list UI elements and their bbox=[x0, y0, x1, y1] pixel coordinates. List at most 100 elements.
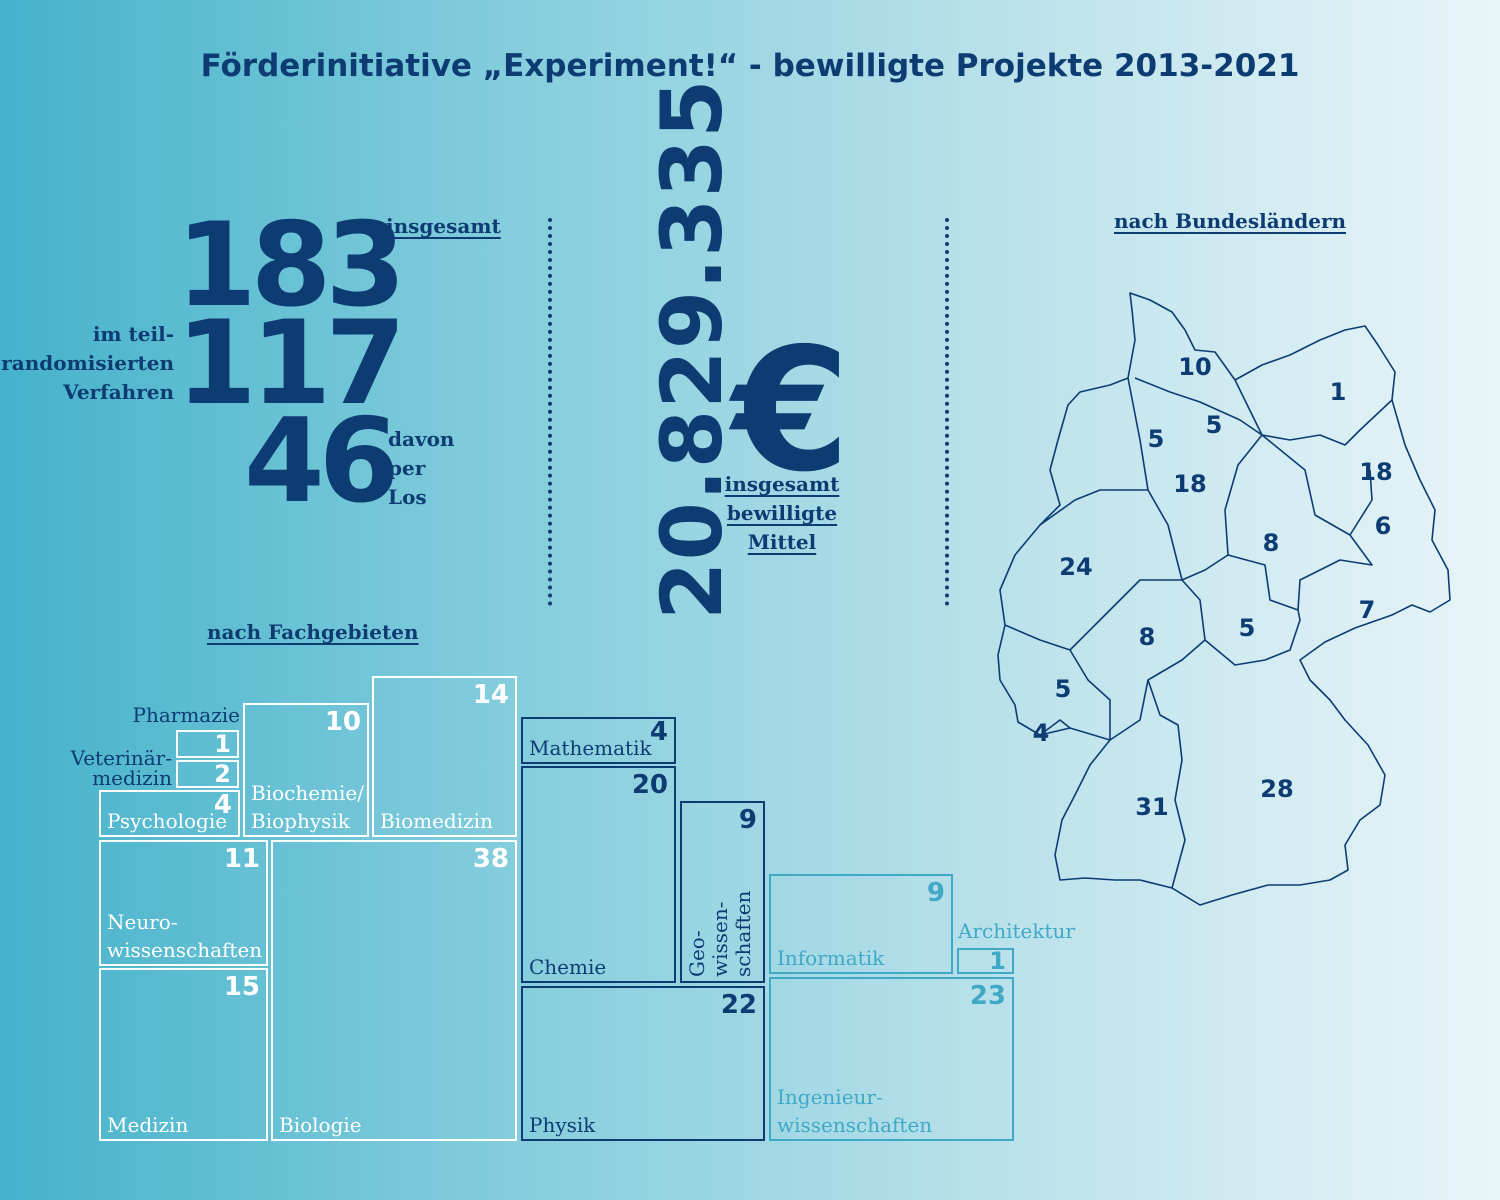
pharmazie-label: Pharmazie bbox=[132, 703, 240, 727]
state-value-saarland: 4 bbox=[1033, 719, 1050, 747]
map-labels: 10 1 5 5 18 18 6 8 24 7 8 5 5 4 31 28 bbox=[1033, 353, 1393, 821]
cell-label: Neuro- wissenschaften bbox=[107, 908, 262, 964]
state-border bbox=[1147, 679, 1186, 889]
treemap-cell-ingenieur: 23 Ingenieur- wissenschaften bbox=[769, 977, 1014, 1141]
cell-label-line: Ingenieur- bbox=[777, 1085, 883, 1109]
cell-label-line: schaften bbox=[731, 890, 755, 977]
state-value-brandenburg: 6 bbox=[1375, 512, 1392, 540]
cell-label: Chemie bbox=[529, 955, 607, 979]
euro-symbol: € bbox=[732, 312, 851, 510]
treemap-cell-geo: 9 Geo- wissen- schaften bbox=[680, 801, 765, 983]
cell-value: 20 bbox=[631, 770, 668, 800]
total-label: insgesamt bbox=[386, 214, 501, 238]
cell-label: Ingenieur- wissenschaften bbox=[777, 1083, 932, 1139]
treemap-cell-veterinaermedizin: 2 bbox=[176, 760, 239, 788]
treemap-cell-mathematik: 4 Mathematik bbox=[521, 717, 676, 764]
cell-label-line: Biophysik bbox=[251, 809, 350, 833]
cell-label-line: Biochemie/ bbox=[251, 781, 364, 805]
state-value-niedersachsen: 18 bbox=[1173, 470, 1206, 498]
state-value-bayern: 28 bbox=[1260, 775, 1293, 803]
lottery-number: 46 bbox=[244, 394, 399, 529]
map-title: nach Bundesländern bbox=[1114, 209, 1347, 233]
lottery-label-line: Los bbox=[388, 485, 427, 509]
cell-label-line: wissen- bbox=[708, 901, 732, 977]
state-border bbox=[1109, 639, 1206, 741]
funds-label-line: Mittel bbox=[747, 530, 817, 554]
state-border bbox=[1224, 434, 1373, 611]
treemap-cell-architektur: 1 bbox=[957, 947, 1014, 975]
treemap-cell-neuro: 11 Neuro- wissenschaften bbox=[99, 840, 268, 966]
treemap-cell-biologie: 38 Biologie bbox=[271, 840, 517, 1141]
cell-value: 15 bbox=[223, 972, 260, 1002]
cell-label-line: Veterinär- bbox=[70, 746, 172, 770]
state-value-baden-wuerttemberg: 31 bbox=[1135, 793, 1168, 821]
divider-left bbox=[548, 218, 552, 606]
treemap-cell-informatik: 9 Informatik bbox=[769, 874, 953, 974]
lottery-label-line: davon bbox=[388, 427, 455, 451]
cell-value: 14 bbox=[472, 680, 509, 710]
partial-number: 117 bbox=[176, 296, 406, 431]
cell-label: Biomedizin bbox=[380, 809, 493, 833]
cell-label-line: Geo- bbox=[685, 930, 709, 977]
germany-outline bbox=[997, 292, 1451, 906]
cell-label: Informatik bbox=[777, 946, 885, 970]
treemap-cell-biochemie: 10 Biochemie/ Biophysik bbox=[243, 703, 369, 837]
state-value-hamburg: 5 bbox=[1206, 411, 1223, 439]
cell-value: 1 bbox=[214, 730, 231, 758]
state-value-nordrhein-westfalen: 24 bbox=[1059, 553, 1092, 581]
state-value-thueringen: 5 bbox=[1239, 614, 1256, 642]
cell-value: 11 bbox=[223, 844, 260, 874]
cell-value: 1 bbox=[989, 947, 1006, 975]
page-title: Förderinitiative „Experiment!“ - bewilli… bbox=[200, 48, 1300, 84]
cell-label: Biologie bbox=[279, 1113, 362, 1137]
cell-label: Mathematik bbox=[529, 736, 652, 760]
treemap-cell-pharmazie: 1 bbox=[176, 730, 239, 758]
state-value-schleswig-holstein: 10 bbox=[1178, 353, 1211, 381]
partial-label: im teil- randomisierten Verfahren bbox=[0, 320, 174, 407]
treemap-cell-medizin: 15 Medizin bbox=[99, 968, 268, 1141]
architektur-label: Architektur bbox=[958, 919, 1075, 943]
state-border bbox=[1349, 469, 1373, 536]
total-number: 183 bbox=[176, 198, 406, 333]
state-border bbox=[1039, 489, 1148, 526]
divider-right bbox=[945, 218, 949, 606]
treemap-title: nach Fachgebieten bbox=[207, 620, 419, 644]
lottery-label-line: per bbox=[388, 456, 426, 480]
state-value-sachsen-anhalt: 8 bbox=[1263, 529, 1280, 557]
cell-label-line: medizin bbox=[92, 766, 172, 790]
treemap-cell-biomedizin: 14 Biomedizin bbox=[372, 676, 517, 837]
cell-value: 10 bbox=[324, 707, 361, 737]
cell-label: Medizin bbox=[107, 1113, 189, 1137]
cell-value: 38 bbox=[472, 844, 509, 874]
cell-value: 4 bbox=[213, 790, 232, 820]
treemap-cell-chemie: 20 Chemie bbox=[521, 766, 676, 983]
state-border bbox=[1181, 554, 1229, 581]
cell-value: 2 bbox=[214, 760, 231, 788]
cell-label: Physik bbox=[529, 1113, 596, 1137]
veterinaermedizin-label: Veterinär- medizin bbox=[20, 748, 172, 788]
germany-map: 10 1 5 5 18 18 6 8 24 7 8 5 5 4 31 28 bbox=[997, 292, 1451, 906]
treemap-cell-psychologie: 4 Psychologie bbox=[99, 790, 240, 837]
cell-label-line: wissenschaften bbox=[107, 938, 263, 962]
state-border bbox=[1039, 719, 1071, 736]
state-value-bremen: 5 bbox=[1148, 425, 1165, 453]
cell-value: 4 bbox=[649, 717, 668, 747]
cell-label-line: wissenschaften bbox=[777, 1113, 933, 1137]
partial-label-line: im teil- bbox=[92, 322, 174, 346]
partial-label-line: randomisierten bbox=[1, 351, 174, 375]
funds-label-line: insgesamt bbox=[724, 472, 840, 496]
cell-label: Biochemie/ Biophysik bbox=[251, 779, 364, 835]
state-value-hessen: 8 bbox=[1139, 623, 1156, 651]
state-value-sachsen: 7 bbox=[1359, 596, 1376, 624]
funds-label: insgesamt bewilligte Mittel bbox=[722, 470, 842, 557]
partial-label-line: Verfahren bbox=[63, 380, 174, 404]
state-value-rheinland-pfalz: 5 bbox=[1055, 675, 1072, 703]
treemap-cell-physik: 22 Physik bbox=[521, 986, 765, 1141]
cell-value: 22 bbox=[720, 990, 757, 1020]
cell-label-line: Neuro- bbox=[107, 910, 178, 934]
cell-value: 23 bbox=[969, 981, 1006, 1011]
state-border bbox=[1261, 399, 1393, 446]
lottery-label: davon per Los bbox=[388, 425, 454, 512]
cell-label: Psychologie bbox=[107, 809, 228, 833]
state-border bbox=[1134, 377, 1263, 436]
